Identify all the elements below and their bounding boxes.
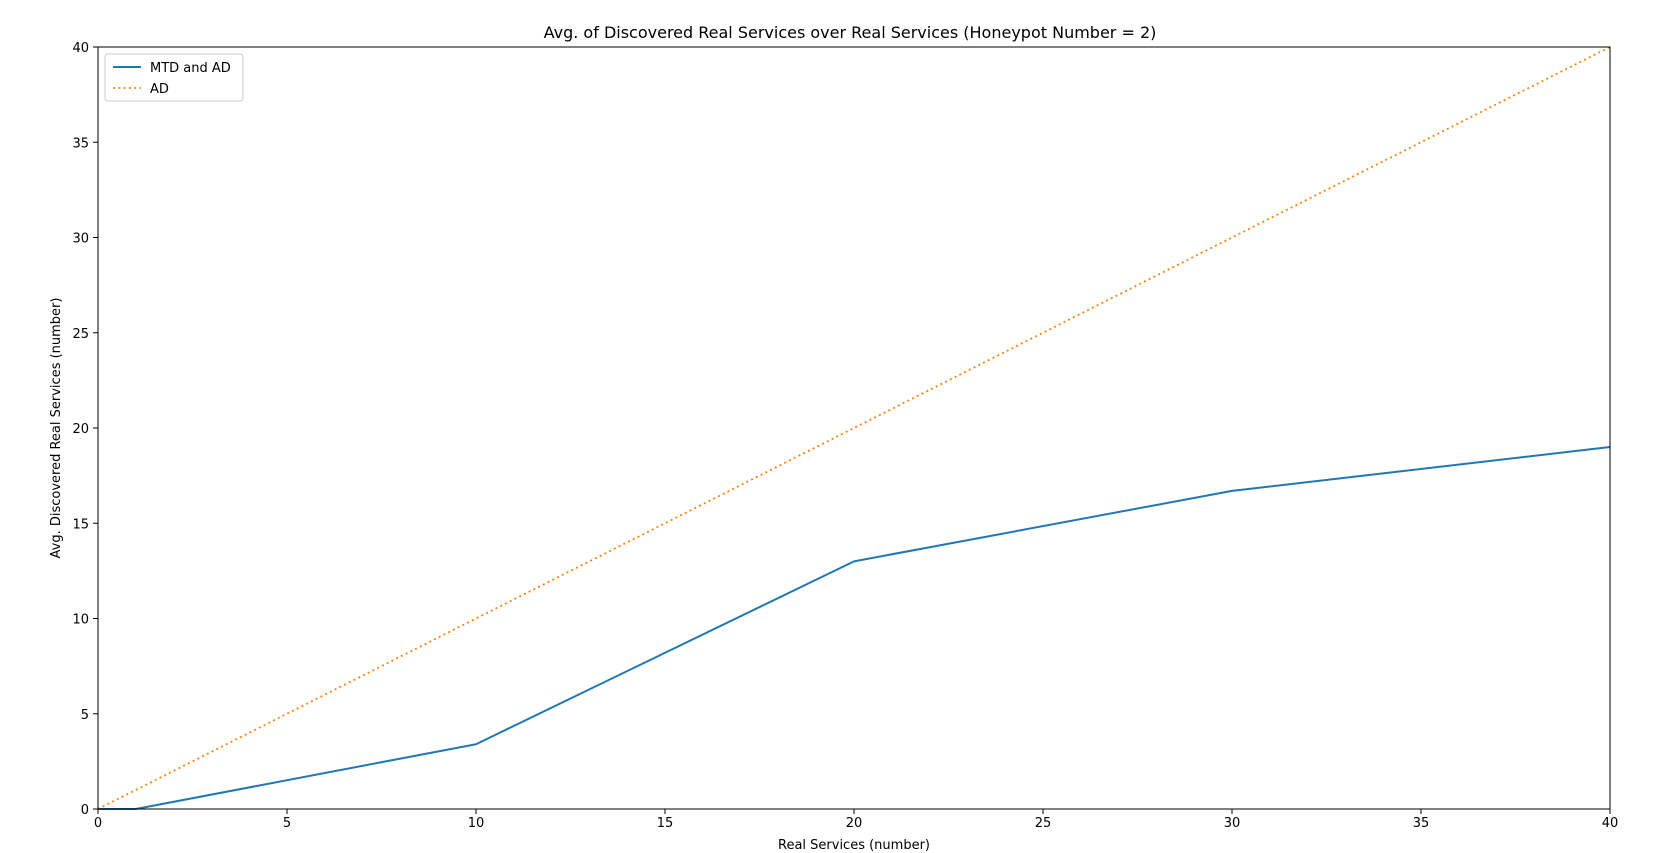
legend: MTD and AD AD (104, 53, 244, 102)
y-tick-label: 30 (72, 232, 89, 247)
x-tick-label: 15 (657, 816, 674, 831)
y-tick-label: 0 (81, 803, 89, 818)
x-tick-label: 35 (1413, 816, 1430, 831)
chart-title: Avg. of Discovered Real Services over Re… (544, 23, 1157, 42)
x-tick-label: 40 (1602, 816, 1619, 831)
y-tick-label: 25 (72, 327, 89, 342)
legend-box (104, 53, 244, 102)
x-tick-label: 25 (1035, 816, 1052, 831)
y-tick-label: 20 (72, 422, 89, 437)
x-tick-label: 5 (283, 816, 291, 831)
x-tick-label: 10 (468, 816, 485, 831)
y-tick-label: 10 (72, 613, 89, 628)
y-axis-label: Avg. Discovered Real Services (number) (49, 298, 64, 559)
y-tick-label: 40 (72, 41, 89, 56)
legend-label: AD (150, 82, 169, 97)
x-tick-label: 0 (94, 816, 102, 831)
x-axis-ticks: 0 5 10 15 20 25 30 35 40 (94, 809, 1618, 831)
x-tick-label: 30 (1224, 816, 1241, 831)
x-tick-label: 20 (846, 816, 863, 831)
y-tick-label: 15 (72, 517, 89, 532)
y-tick-label: 35 (72, 136, 89, 151)
x-axis-label: Real Services (number) (778, 838, 930, 853)
y-tick-label: 5 (81, 708, 89, 723)
y-axis-ticks: 0 5 10 15 20 25 30 35 40 (72, 41, 98, 818)
legend-label: MTD and AD (150, 61, 231, 76)
